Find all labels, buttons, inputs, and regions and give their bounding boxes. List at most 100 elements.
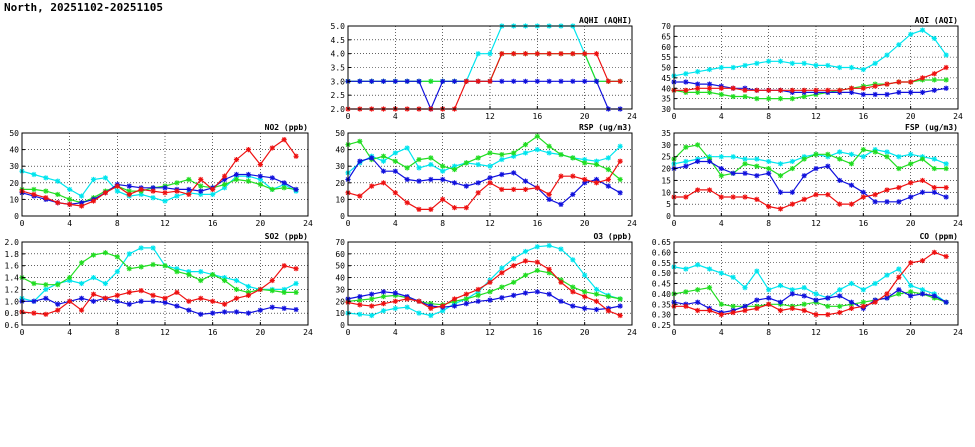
data-point <box>683 266 689 272</box>
data-point <box>475 78 481 84</box>
x-tick-label: 20 <box>256 328 266 337</box>
data-point <box>78 307 85 313</box>
data-point <box>293 280 299 287</box>
data-point <box>908 180 914 186</box>
data-point <box>78 280 85 287</box>
data-point <box>706 307 713 314</box>
data-point <box>837 149 843 155</box>
data-point <box>848 182 855 188</box>
data-point <box>186 269 192 275</box>
data-point <box>919 177 926 184</box>
data-point <box>369 183 375 189</box>
data-point <box>55 191 61 198</box>
data-point <box>357 158 363 164</box>
data-point <box>404 176 410 183</box>
data-point <box>463 78 469 84</box>
data-point <box>593 180 600 186</box>
data-point <box>150 245 156 251</box>
data-point <box>233 156 240 163</box>
data-point <box>593 158 600 164</box>
x-tick-label: 8 <box>115 219 120 228</box>
data-point <box>198 295 204 301</box>
data-point <box>416 310 422 316</box>
data-point <box>742 93 748 100</box>
data-point <box>392 168 398 174</box>
data-point <box>102 295 109 301</box>
data-point <box>269 186 275 193</box>
data-point <box>404 296 410 302</box>
data-point <box>114 254 120 260</box>
data-point <box>463 183 469 189</box>
chart-panel: 0 4 8 12 16 20 24 2.0 2.5 3.0 3.5 4.0 4.5 5.0 AQHI (AQ… <box>331 16 637 121</box>
data-point <box>872 199 878 205</box>
data-point <box>221 176 228 183</box>
data-point <box>570 289 576 295</box>
data-point <box>919 189 926 195</box>
data-point <box>186 176 192 183</box>
data-point <box>534 185 540 191</box>
data-point <box>281 286 287 293</box>
data-point <box>837 177 843 184</box>
data-point <box>233 286 240 293</box>
data-point <box>683 71 689 77</box>
data-point <box>174 266 180 272</box>
data-point <box>281 263 287 269</box>
data-point <box>706 85 713 91</box>
chart-panel: 0 4 8 12 16 20 24 0 5 10 15 20 25 30 35 FSP (ug/m3) <box>661 123 963 228</box>
data-point <box>499 156 505 163</box>
data-point <box>718 270 724 276</box>
y-tick-label: 10 <box>335 195 345 204</box>
data-point <box>605 293 611 300</box>
data-point <box>605 166 611 173</box>
data-point <box>534 244 540 250</box>
x-tick-label: 20 <box>906 219 916 228</box>
x-tick-label: 4 <box>393 112 398 121</box>
data-point <box>582 78 588 84</box>
y-tick-label: 5.0 <box>331 22 346 31</box>
data-point <box>463 205 469 211</box>
y-tick-label: 0.40 <box>652 290 671 299</box>
x-tick-label: 12 <box>485 219 495 228</box>
data-point <box>257 181 263 188</box>
data-point <box>848 85 855 91</box>
data-point <box>872 149 878 155</box>
data-point <box>777 307 784 314</box>
data-point <box>546 51 552 57</box>
data-point <box>357 293 363 300</box>
data-point <box>186 272 192 278</box>
data-point <box>813 312 819 318</box>
data-point <box>884 187 890 193</box>
data-point <box>392 298 398 304</box>
data-point <box>138 264 144 270</box>
data-point <box>404 78 410 84</box>
x-tick-label: 24 <box>303 219 313 228</box>
data-point <box>114 269 120 275</box>
x-tick-label: 4 <box>393 328 398 337</box>
data-point <box>380 308 387 314</box>
data-point <box>683 163 689 169</box>
data-point <box>582 305 588 311</box>
data-point <box>293 186 299 193</box>
data-point <box>534 133 540 139</box>
data-point <box>813 297 819 303</box>
data-point <box>428 78 434 84</box>
data-point <box>31 310 37 316</box>
data-point <box>754 96 760 102</box>
data-point <box>210 310 216 316</box>
data-point <box>293 289 299 295</box>
data-point <box>162 263 168 269</box>
y-tick-label: 1.6 <box>5 262 20 271</box>
data-point <box>813 192 819 198</box>
y-tick-label: 0.6 <box>5 321 20 330</box>
data-point <box>281 185 287 191</box>
data-point <box>919 291 926 297</box>
data-point <box>162 295 168 301</box>
y-tick-label: 1.8 <box>5 250 20 259</box>
data-point <box>475 190 481 196</box>
data-point <box>150 292 156 298</box>
data-point <box>55 282 61 288</box>
data-point <box>730 274 736 280</box>
data-point <box>463 291 469 297</box>
data-point <box>511 153 517 159</box>
data-point <box>570 155 576 161</box>
